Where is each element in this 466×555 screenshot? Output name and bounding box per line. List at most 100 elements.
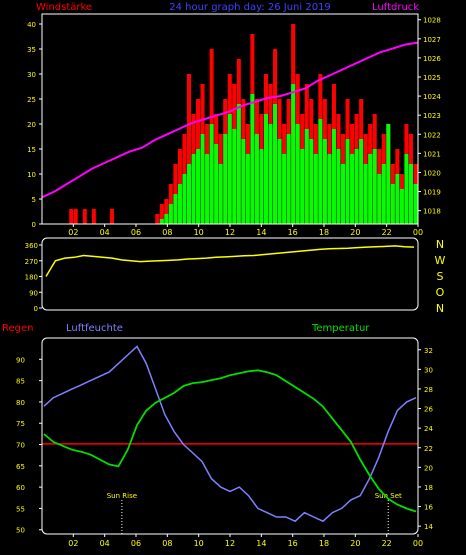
hum-x-tick-label: 06 [131, 539, 141, 548]
wind-bar [155, 214, 160, 224]
wind-bar [69, 209, 74, 224]
hum-x-tick-label: 16 [288, 539, 298, 548]
wind-x-tick-label: 12 [225, 228, 235, 237]
humidity-y-tick-label: 90 [16, 356, 25, 364]
gust-bar [368, 154, 373, 224]
gust-bar [331, 129, 336, 224]
temperature-y-tick-label: 28 [424, 386, 433, 394]
gust-bar [164, 214, 169, 224]
temperature-y-tick-label: 26 [424, 406, 433, 414]
compass-label: O [436, 286, 445, 299]
gust-bar [232, 129, 237, 224]
gust-bar [404, 154, 409, 224]
pressure-y-tick-label: 1021 [423, 150, 441, 158]
humidity-y-tick-label: 85 [16, 378, 25, 386]
gust-bar [318, 119, 323, 224]
wind-y-tick-label: 25 [27, 96, 36, 104]
direction-y-tick-label: 90 [29, 289, 38, 297]
compass-label: N [436, 302, 444, 315]
humidity-temperature-panel: 50 55 60 65 70 75 80 85 90 14 16 18 20 22 24 26 28 30 32 02… [16, 345, 433, 548]
gust-bar [327, 154, 332, 224]
hum-x-tick-label: 10 [194, 539, 204, 548]
gust-bar [268, 124, 273, 224]
direction-y-tick-label: 270 [25, 258, 38, 266]
gust-bar [300, 149, 305, 224]
sunrise-label: Sun Rise [107, 492, 137, 500]
pressure-y-tick-label: 1018 [423, 208, 441, 216]
wind-bar [73, 209, 78, 224]
gust-bar [209, 124, 214, 224]
gust-bar [254, 134, 259, 224]
gust-bar [250, 94, 255, 224]
gust-bar [309, 139, 314, 224]
gust-bar [386, 124, 391, 224]
temperature-y-tick-label: 18 [424, 484, 433, 492]
hum-x-tick-label: 04 [100, 539, 110, 548]
gust-bar [395, 174, 400, 224]
wind-bar [164, 199, 169, 224]
gust-bar [168, 204, 173, 224]
gust-bar [354, 149, 359, 224]
wind-x-tick-label: 16 [288, 228, 298, 237]
humidity-y-tick-label: 55 [16, 505, 25, 513]
temperature-y-tick-label: 16 [424, 504, 433, 512]
humidity-title: Luftfeuchte [66, 323, 123, 334]
humidity-y-tick-label: 75 [16, 420, 25, 428]
sunset-label: Sun Set [375, 492, 402, 500]
gust-bar [223, 134, 228, 224]
wind-x-tick-label: 02 [68, 228, 78, 237]
gust-bar [259, 149, 264, 224]
gust-bar [304, 129, 309, 224]
humidity-line [43, 345, 417, 523]
direction-line [45, 245, 415, 277]
gust-bar [241, 139, 246, 224]
gust-bar [282, 154, 287, 224]
pressure-y-tick-label: 1028 [423, 17, 441, 25]
humidity-y-tick-label: 65 [16, 463, 25, 471]
gust-bar [322, 139, 327, 224]
hum-x-tick-label: 12 [225, 539, 235, 548]
gust-bar [245, 154, 250, 224]
wind-x-tick-label: 22 [382, 228, 392, 237]
wind-x-tick-label: 18 [319, 228, 329, 237]
gust-bar [186, 164, 191, 224]
gust-bar [345, 139, 350, 224]
gust-bar [227, 114, 232, 224]
gust-bar [372, 149, 377, 224]
direction-y-tick-label: 0 [34, 305, 38, 313]
humidity-y-tick-label: 80 [16, 399, 25, 407]
wind-y-tick-label: 35 [27, 46, 36, 54]
humidity-y-tick-label: 60 [16, 484, 25, 492]
temperature-y-tick-label: 30 [424, 366, 433, 374]
wind-y-tick-label: 15 [27, 146, 36, 154]
pressure-y-tick-label: 1025 [423, 74, 441, 82]
temperature-line [43, 369, 417, 513]
gust-bar [159, 219, 164, 224]
temperature-y-tick-label: 32 [424, 347, 433, 355]
pressure-y-tick-label: 1020 [423, 169, 441, 177]
gust-bar [177, 184, 182, 224]
gust-bar [390, 184, 395, 224]
wind-pressure-frame [41, 13, 419, 225]
pressure-line [41, 41, 419, 199]
wind-bar [91, 209, 96, 224]
compass-label: W [435, 254, 446, 267]
temperature-y-tick-label: 22 [424, 445, 433, 453]
wind-y-tick-label: 40 [27, 21, 36, 29]
wind-pressure-panel: 0510152025303540101810191020102110221023… [27, 17, 441, 237]
gust-bar [399, 189, 404, 224]
rain-title: Regen [2, 323, 34, 334]
gust-bar [273, 104, 278, 224]
gust-bar [408, 164, 413, 224]
wind-bar [159, 204, 164, 224]
gust-bar [205, 154, 210, 224]
gust-bar [336, 149, 341, 224]
wind-direction-frame [41, 237, 419, 311]
gust-bar [236, 104, 241, 224]
hum-x-tick-label: 20 [350, 539, 360, 548]
hum-x-tick-label: 00 [413, 539, 423, 548]
wind-y-tick-label: 0 [32, 221, 36, 229]
gust-bar [381, 164, 386, 224]
hum-x-tick-label: 18 [319, 539, 329, 548]
